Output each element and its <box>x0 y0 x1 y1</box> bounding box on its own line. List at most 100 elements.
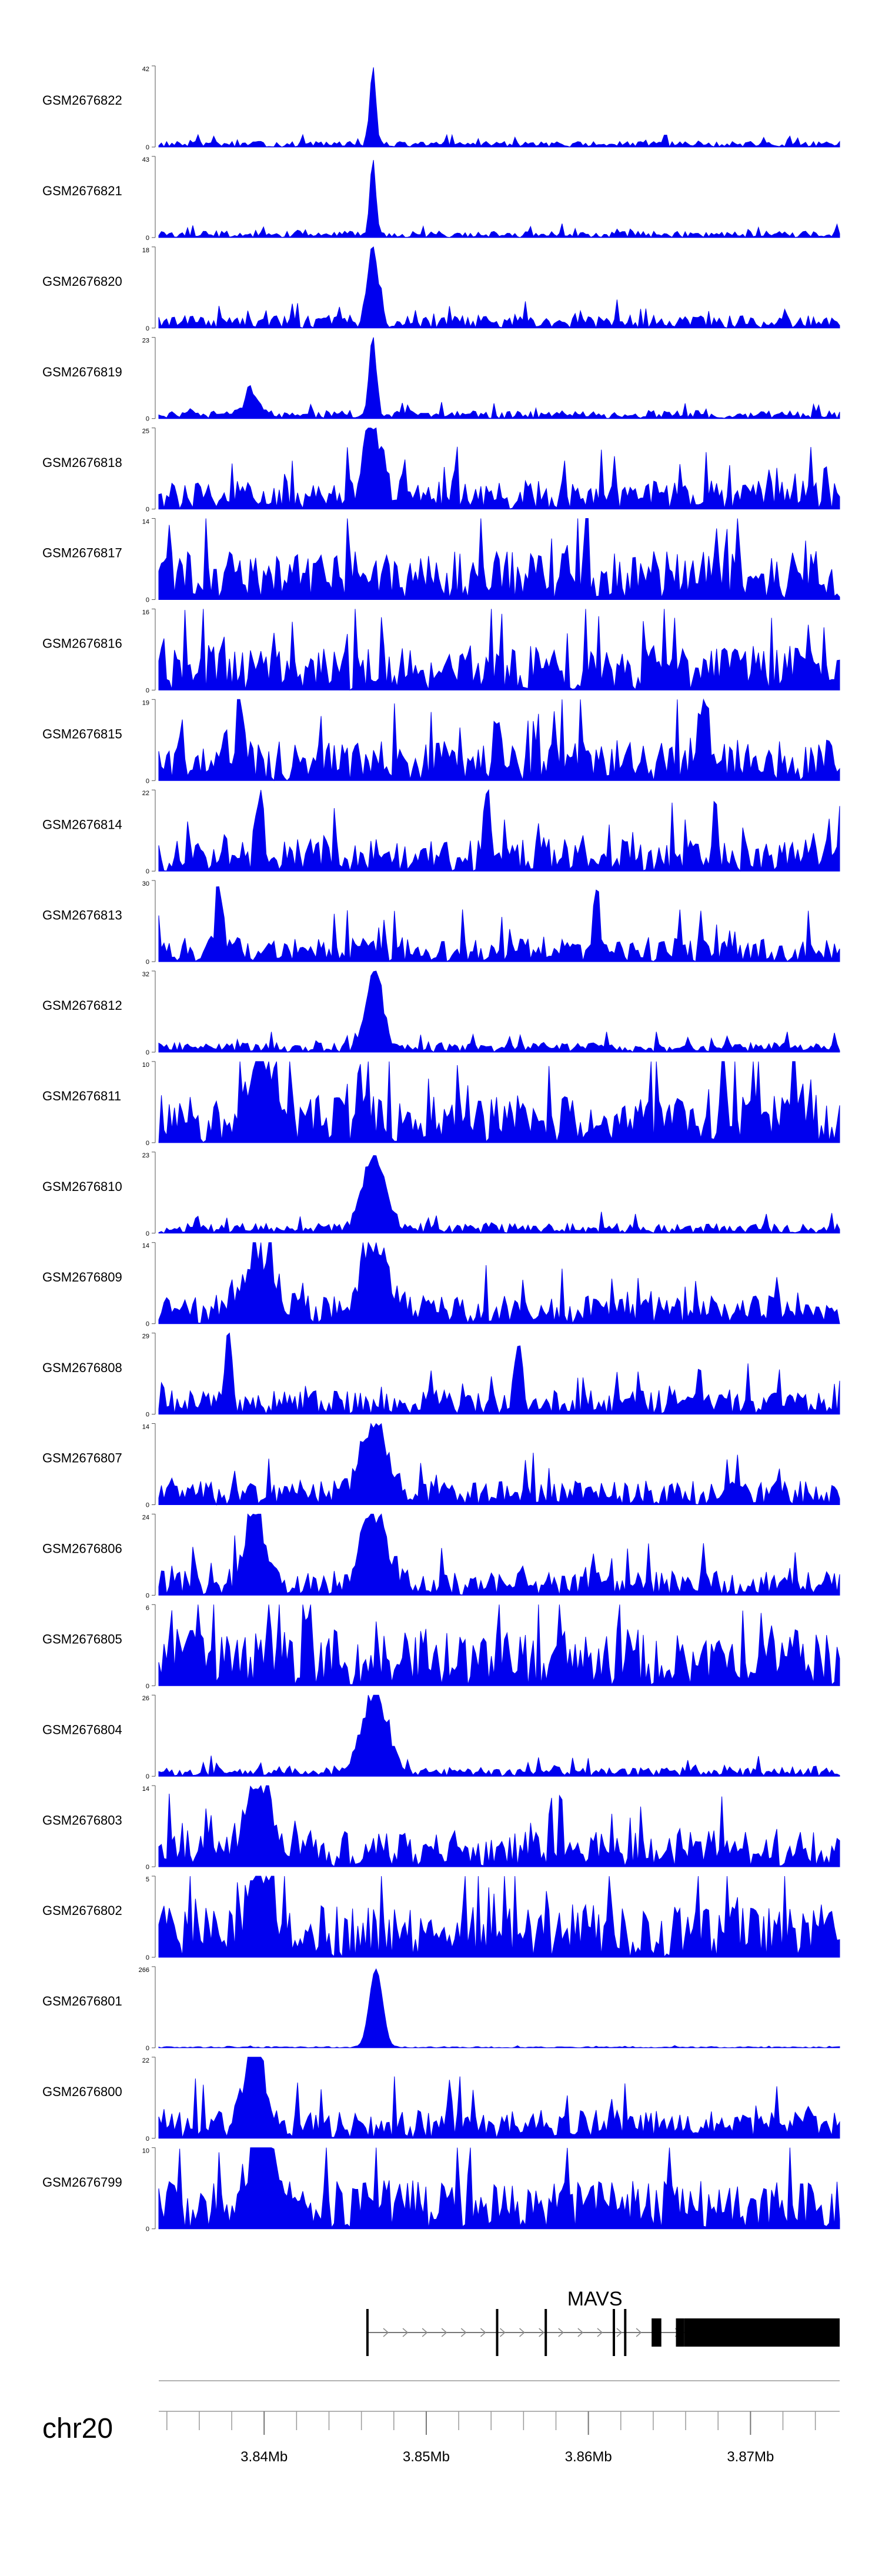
strand-arrow <box>460 2328 467 2337</box>
y-max-label: 23 <box>142 338 149 345</box>
track-label: GSM2676815 <box>42 727 122 742</box>
track-GSM2676818: GSM2676818 25 0 <box>42 427 840 513</box>
coverage-area <box>158 789 840 872</box>
tick-label: 3.87Mb <box>727 2449 774 2465</box>
track-GSM2676814: GSM2676814 22 0 <box>42 789 840 875</box>
track-label: GSM2676810 <box>42 1179 122 1194</box>
track-GSM2676807: GSM2676807 14 0 <box>42 1423 840 1509</box>
strand-arrow <box>558 2328 564 2337</box>
y-zero-label: 0 <box>146 1049 149 1056</box>
y-max-label: 43 <box>142 156 149 163</box>
coverage-area <box>158 1242 840 1324</box>
tick-label: 3.85Mb <box>403 2449 450 2465</box>
y-max-label: 14 <box>142 1243 149 1250</box>
track-label: GSM2676809 <box>42 1270 122 1284</box>
track-label: GSM2676820 <box>42 274 122 289</box>
coverage-area <box>158 609 840 691</box>
y-zero-label: 0 <box>146 144 149 151</box>
coverage-area <box>158 1694 840 1777</box>
y-max-label: 24 <box>142 1514 149 1521</box>
y-max-label: 14 <box>142 1424 149 1431</box>
y-max-label: 10 <box>142 1062 149 1069</box>
track-label: GSM2676821 <box>42 183 122 198</box>
track-label: GSM2676807 <box>42 1451 122 1466</box>
track-GSM2676810: GSM2676810 23 0 <box>42 1152 840 1237</box>
track-label: GSM2676816 <box>42 636 122 651</box>
coverage-area <box>158 1968 840 2048</box>
track-GSM2676811: GSM2676811 10 0 <box>42 1061 840 1147</box>
track-label: GSM2676817 <box>42 546 122 560</box>
y-max-label: 30 <box>142 880 149 887</box>
coverage-area <box>158 1513 840 1596</box>
track-label: GSM2676813 <box>42 907 122 922</box>
y-zero-label: 0 <box>146 1592 149 1599</box>
y-zero-label: 0 <box>146 506 149 513</box>
gene-label-mavs: MAVS <box>567 2288 623 2310</box>
strand-arrow <box>636 2328 642 2337</box>
strand-arrow <box>539 2328 544 2337</box>
tick-label: 3.84Mb <box>240 2449 288 2465</box>
coverage-area <box>158 1875 840 1958</box>
y-zero-label: 0 <box>146 1321 149 1328</box>
track-label: GSM2676806 <box>42 1541 122 1556</box>
track-GSM2676802: GSM2676802 5 0 <box>42 1875 840 1961</box>
exon-block <box>652 2318 662 2347</box>
y-zero-label: 0 <box>146 2226 149 2233</box>
y-max-label: 25 <box>142 428 149 435</box>
strand-arrow <box>422 2328 428 2337</box>
y-max-label: 16 <box>142 609 149 616</box>
y-zero-label: 0 <box>146 2045 149 2052</box>
strand-arrow <box>402 2328 409 2337</box>
coverage-area <box>158 2057 840 2140</box>
track-label: GSM2676805 <box>42 1632 122 1647</box>
y-max-label: 19 <box>142 699 149 706</box>
y-max-label: 42 <box>142 66 149 73</box>
y-zero-label: 0 <box>146 1954 149 1961</box>
y-zero-label: 0 <box>146 1140 149 1147</box>
y-zero-label: 0 <box>146 1412 149 1419</box>
track-GSM2676813: GSM2676813 30 0 <box>42 880 840 966</box>
y-max-label: 5 <box>146 1876 149 1883</box>
coverage-area <box>158 970 840 1053</box>
track-GSM2676812: GSM2676812 32 0 <box>42 970 840 1056</box>
coverage-area <box>158 1604 840 1687</box>
y-zero-label: 0 <box>146 1683 149 1690</box>
coverage-area <box>158 67 840 148</box>
y-zero-label: 0 <box>146 235 149 242</box>
y-max-label: 10 <box>142 2148 149 2155</box>
strand-arrow <box>519 2328 525 2337</box>
coverage-area <box>158 160 840 239</box>
coverage-area <box>158 1423 840 1506</box>
y-zero-label: 0 <box>146 959 149 966</box>
coverage-area <box>158 337 840 420</box>
y-max-label: 22 <box>142 2057 149 2064</box>
strand-arrow <box>597 2328 603 2337</box>
exon-block <box>613 2309 615 2356</box>
y-zero-label: 0 <box>146 1230 149 1237</box>
coverage-area <box>158 1332 840 1415</box>
track-label: GSM2676814 <box>42 817 122 832</box>
y-zero-label: 0 <box>146 1502 149 1509</box>
track-GSM2676822: GSM2676822 42 0 <box>42 65 840 151</box>
exon-block <box>496 2309 499 2356</box>
y-max-label: 6 <box>146 1604 149 1611</box>
track-label: GSM2676811 <box>42 1089 121 1103</box>
track-label: GSM2676802 <box>42 1903 122 1918</box>
y-zero-label: 0 <box>146 1864 149 1871</box>
chromosome-label: chr20 <box>42 2413 113 2444</box>
coverage-area <box>158 698 840 782</box>
track-GSM2676801: GSM2676801 266 0 <box>42 1966 840 2052</box>
track-label: GSM2676800 <box>42 2084 122 2099</box>
track-GSM2676820: GSM2676820 18 0 <box>42 246 840 332</box>
track-label: GSM2676819 <box>42 365 122 379</box>
y-max-label: 14 <box>142 519 149 526</box>
y-max-label: 29 <box>142 1333 149 1340</box>
track-GSM2676819: GSM2676819 23 0 <box>42 337 840 423</box>
y-max-label: 32 <box>142 971 149 978</box>
coverage-area <box>158 518 840 600</box>
strand-arrow <box>441 2328 447 2337</box>
track-label: GSM2676803 <box>42 1813 122 1827</box>
track-GSM2676799: GSM2676799 10 0 <box>42 2147 840 2233</box>
y-max-label: 18 <box>142 247 149 254</box>
